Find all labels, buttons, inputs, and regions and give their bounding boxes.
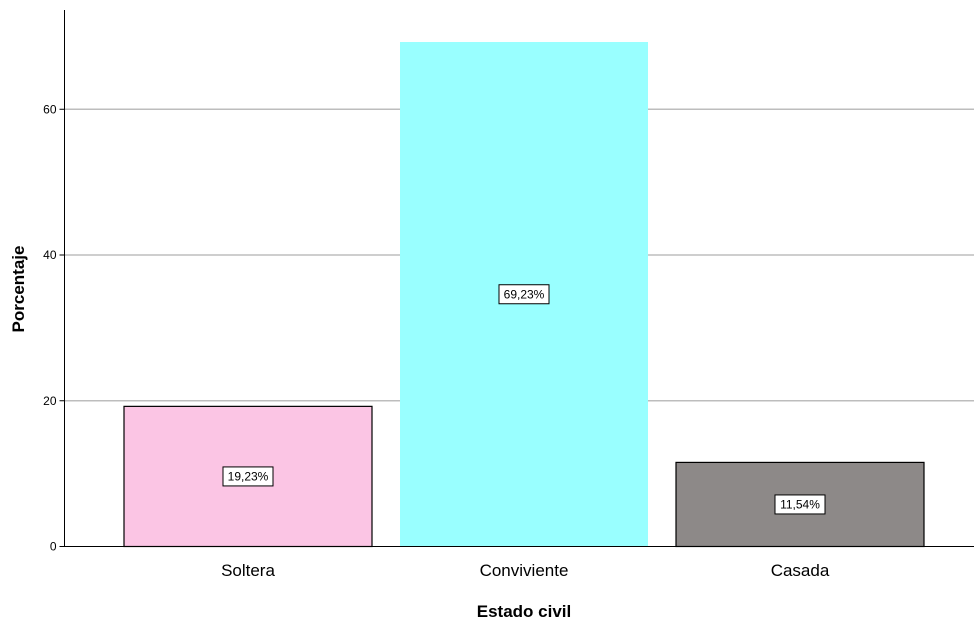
data-label: 69,23% (504, 287, 545, 301)
y-tick-label: 40 (43, 248, 57, 262)
y-tick-label: 0 (50, 540, 57, 554)
data-label: 11,54% (780, 497, 820, 511)
x-tick-label: Casada (771, 561, 830, 580)
x-ticks: Soltera Conviviente Casada (221, 561, 830, 580)
y-tick-label: 60 (43, 102, 57, 116)
x-tick-label: Soltera (221, 561, 275, 580)
y-axis-title: Porcentaje (9, 246, 28, 333)
data-labels: 19,23% 69,23% 11,54% (222, 284, 826, 515)
y-tick-label: 20 (43, 394, 57, 408)
data-label: 19,23% (228, 469, 269, 483)
data-label-box (498, 284, 550, 305)
y-ticks: 0 20 40 60 (43, 102, 65, 554)
data-label-box (222, 466, 274, 487)
x-axis-title: Estado civil (477, 602, 571, 621)
x-tick-label: Conviviente (480, 561, 569, 580)
data-label-box (774, 494, 826, 515)
